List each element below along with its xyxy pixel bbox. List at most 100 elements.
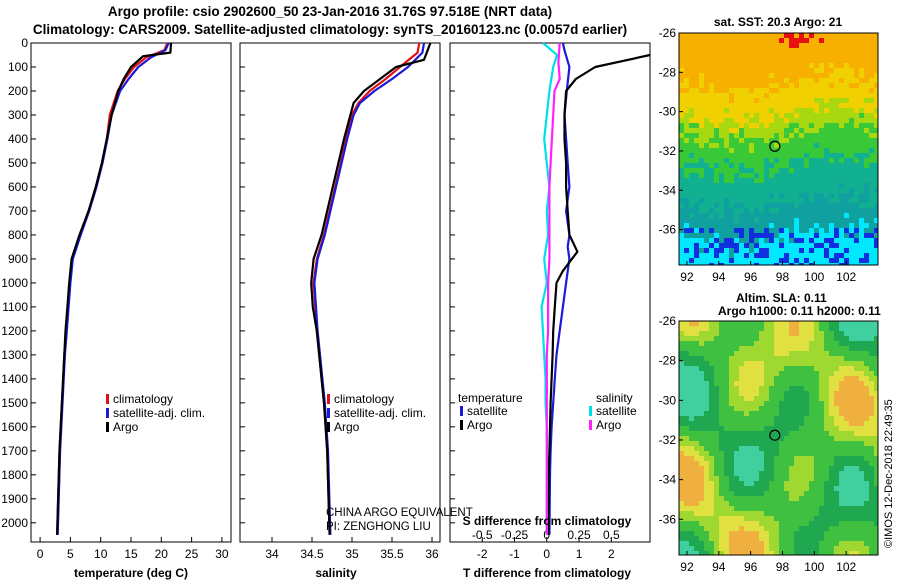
map-cell [739, 446, 744, 451]
map-cell [774, 143, 779, 148]
map-cell [699, 258, 704, 263]
map-cell [734, 351, 739, 356]
map-cell [759, 501, 764, 506]
map-cell [689, 233, 694, 238]
map-cell [699, 476, 704, 481]
map-cell [719, 193, 724, 198]
map-cell [864, 33, 869, 38]
map-cell [724, 481, 729, 486]
map-cell [869, 446, 874, 451]
map-cell [694, 466, 699, 471]
map-cell [864, 446, 869, 451]
map-cell [699, 43, 704, 48]
map-cell [859, 108, 864, 113]
map-cell [794, 58, 799, 63]
map-cell [809, 526, 814, 531]
map-cell [694, 321, 699, 326]
map-cell [679, 248, 684, 253]
map-cell [749, 431, 754, 436]
map-cell [739, 541, 744, 546]
map-cell [869, 466, 874, 471]
map-cell [704, 108, 709, 113]
map-cell [704, 133, 709, 138]
map-cell [789, 521, 794, 526]
map-cell [689, 371, 694, 376]
map-cell [779, 401, 784, 406]
map-cell [699, 193, 704, 198]
map-cell [704, 481, 709, 486]
map-cell [719, 198, 724, 203]
map-cell [779, 406, 784, 411]
map-cell [834, 551, 839, 555]
map-cell [734, 541, 739, 546]
map-cell [699, 168, 704, 173]
map-cell [829, 436, 834, 441]
map-cell [809, 33, 814, 38]
map-cell [804, 228, 809, 233]
map-cell [819, 143, 824, 148]
map-cell [779, 431, 784, 436]
map-cell [709, 416, 714, 421]
map-cell [779, 531, 784, 536]
map-cell [694, 218, 699, 223]
map-cell [729, 441, 734, 446]
map-cell [824, 401, 829, 406]
map-cell [854, 43, 859, 48]
map-cell [834, 168, 839, 173]
y-tick-label: 600 [8, 180, 28, 194]
map-cell [814, 93, 819, 98]
map-cell [804, 238, 809, 243]
map-cell [814, 416, 819, 421]
map-cell [844, 183, 849, 188]
map-cell [779, 133, 784, 138]
map-cell [794, 243, 799, 248]
map-cell [734, 496, 739, 501]
map-cell [839, 193, 844, 198]
map-cell [749, 346, 754, 351]
map-cell [709, 53, 714, 58]
map-cell [744, 436, 749, 441]
map-cell [839, 526, 844, 531]
map-cell [709, 248, 714, 253]
map-cell [819, 93, 824, 98]
map-cell [744, 78, 749, 83]
map-cell [844, 341, 849, 346]
map-cell [684, 173, 689, 178]
map-cell [814, 208, 819, 213]
map-cell [844, 158, 849, 163]
map-cell [844, 376, 849, 381]
map-cell [754, 366, 759, 371]
map-cell [834, 336, 839, 341]
map-cell [829, 118, 834, 123]
map-cell [834, 371, 839, 376]
map-cell [709, 381, 714, 386]
map-cell [814, 238, 819, 243]
map-cell [804, 138, 809, 143]
map-cell [819, 53, 824, 58]
map-cell [679, 461, 684, 466]
map-cell [839, 461, 844, 466]
map-cell [749, 486, 754, 491]
map-cell [844, 83, 849, 88]
map-cell [719, 178, 724, 183]
map-cell [744, 501, 749, 506]
map-cell [719, 98, 724, 103]
map-cell [779, 331, 784, 336]
map-cell [869, 198, 874, 203]
map-y-tick-label: -26 [659, 314, 677, 328]
map-cell [844, 361, 849, 366]
map-cell [799, 233, 804, 238]
map-cell [729, 326, 734, 331]
map-cell [764, 143, 769, 148]
map-cell [829, 486, 834, 491]
map-cell [759, 526, 764, 531]
map-cell [719, 381, 724, 386]
map-y-tick-label: -36 [659, 512, 677, 526]
map-cell [814, 396, 819, 401]
sst-map: 92 94 96 98 100 102-26-28-30-32-34-36 [659, 26, 879, 284]
map-cell [819, 466, 824, 471]
map-cell [839, 198, 844, 203]
map-cell [789, 73, 794, 78]
map-cell [699, 198, 704, 203]
map-cell [859, 243, 864, 248]
